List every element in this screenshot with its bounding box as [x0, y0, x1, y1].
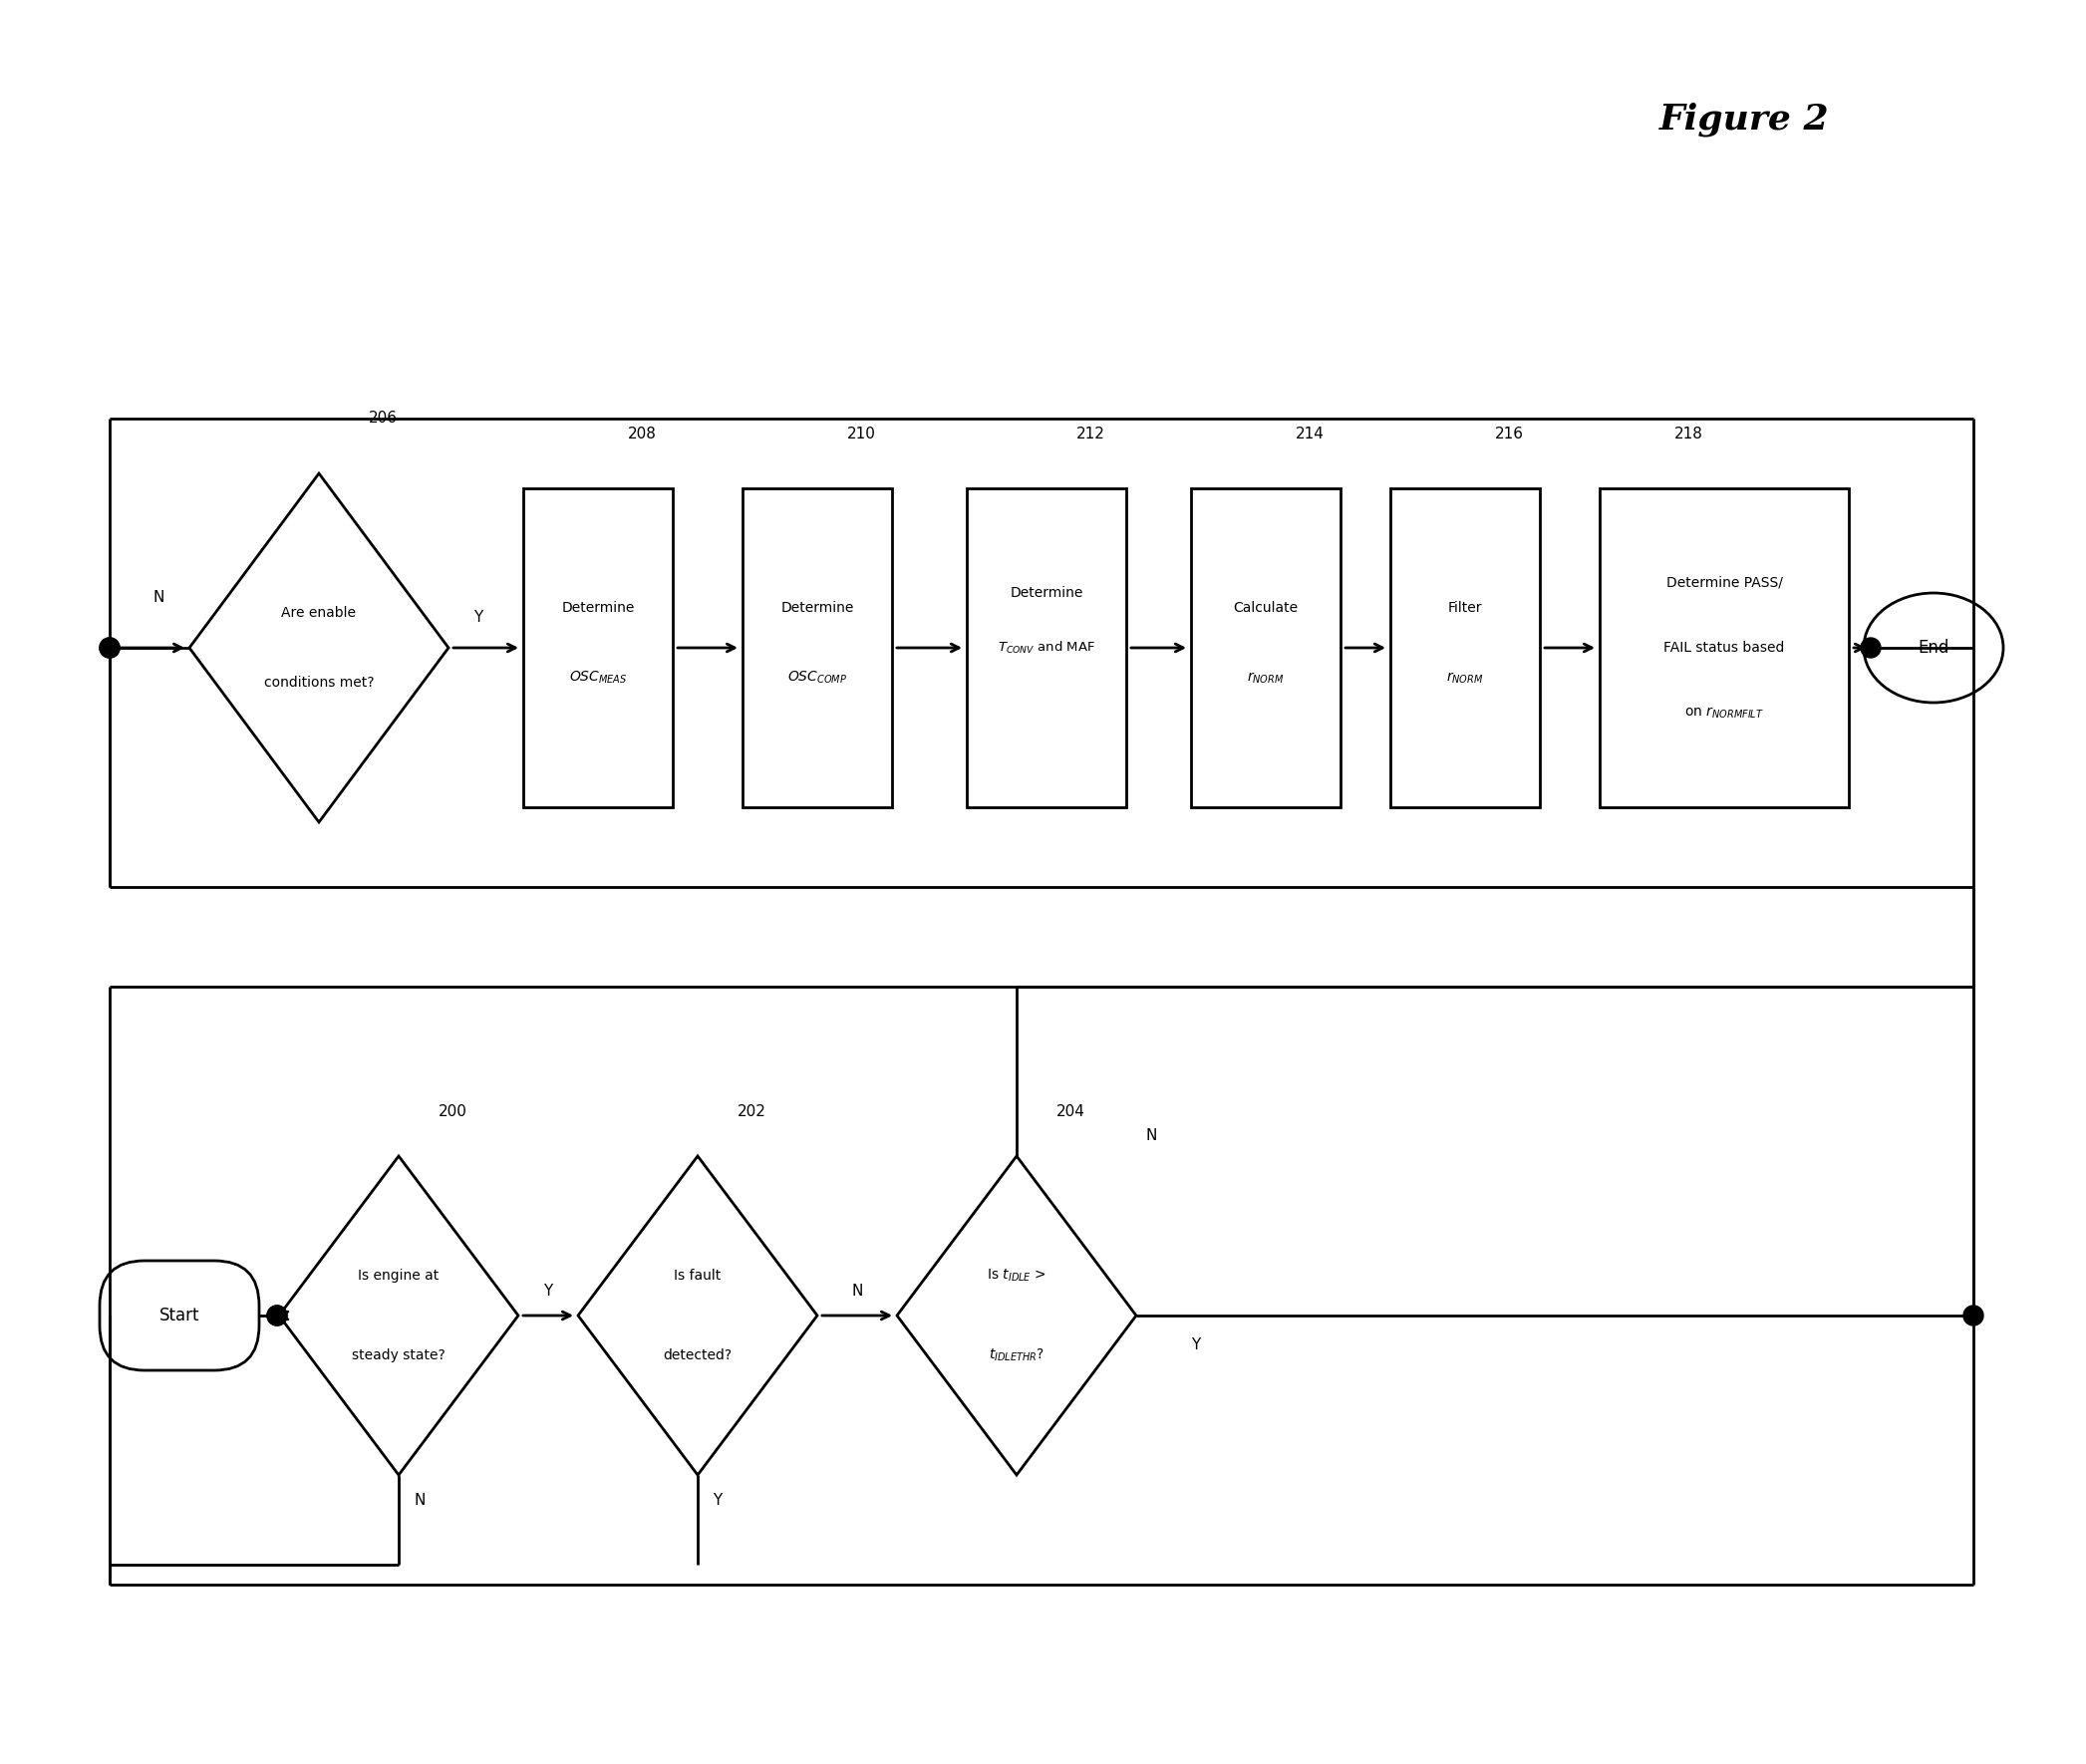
Text: Filter: Filter — [1448, 602, 1483, 616]
FancyBboxPatch shape — [966, 489, 1126, 808]
Text: Y: Y — [544, 1282, 553, 1298]
FancyBboxPatch shape — [100, 1261, 259, 1371]
Text: 200: 200 — [438, 1104, 467, 1118]
Circle shape — [267, 1305, 288, 1325]
Ellipse shape — [1863, 593, 2003, 702]
FancyBboxPatch shape — [1191, 489, 1341, 808]
Text: Determine: Determine — [1010, 586, 1083, 600]
FancyBboxPatch shape — [1600, 489, 1848, 808]
FancyBboxPatch shape — [1391, 489, 1539, 808]
Text: Y: Y — [474, 610, 482, 626]
Polygon shape — [280, 1155, 517, 1475]
Text: End: End — [1917, 639, 1948, 656]
Circle shape — [1861, 639, 1882, 658]
Text: Determine: Determine — [780, 602, 853, 616]
Circle shape — [1963, 1305, 1984, 1325]
Text: N: N — [1145, 1129, 1158, 1143]
Circle shape — [100, 639, 119, 658]
Text: Is $t_{IDLE}$ >: Is $t_{IDLE}$ > — [987, 1268, 1047, 1284]
Text: Figure 2: Figure 2 — [1658, 102, 1829, 138]
Text: on $r_{NORMFILT}$: on $r_{NORMFILT}$ — [1683, 706, 1765, 720]
Text: N: N — [851, 1282, 864, 1298]
Text: Is engine at: Is engine at — [359, 1268, 440, 1282]
Text: Determine PASS/: Determine PASS/ — [1667, 577, 1781, 589]
Text: Calculate: Calculate — [1233, 602, 1297, 616]
Text: Y: Y — [1191, 1337, 1202, 1353]
Text: $r_{NORM}$: $r_{NORM}$ — [1247, 670, 1285, 686]
Text: Are enable: Are enable — [282, 607, 357, 619]
Polygon shape — [578, 1155, 818, 1475]
Text: 206: 206 — [369, 411, 398, 427]
Text: conditions met?: conditions met? — [263, 676, 373, 690]
Text: 202: 202 — [738, 1104, 766, 1118]
Text: $T_{CONV}$ and MAF: $T_{CONV}$ and MAF — [997, 640, 1095, 656]
Text: $OSC_{MEAS}$: $OSC_{MEAS}$ — [569, 670, 628, 686]
Text: 210: 210 — [847, 427, 876, 441]
Text: 204: 204 — [1056, 1104, 1085, 1118]
Text: steady state?: steady state? — [353, 1348, 446, 1362]
Text: 216: 216 — [1496, 427, 1525, 441]
FancyBboxPatch shape — [524, 489, 674, 808]
Text: 218: 218 — [1675, 427, 1702, 441]
Text: 212: 212 — [1076, 427, 1106, 441]
Text: Start: Start — [159, 1307, 200, 1325]
Text: N: N — [152, 591, 165, 605]
Polygon shape — [897, 1155, 1137, 1475]
Text: Y: Y — [713, 1492, 722, 1508]
Polygon shape — [190, 473, 448, 822]
Text: $r_{NORM}$: $r_{NORM}$ — [1446, 670, 1483, 686]
Text: $OSC_{COMP}$: $OSC_{COMP}$ — [786, 670, 847, 686]
Text: 214: 214 — [1295, 427, 1325, 441]
Circle shape — [100, 639, 119, 658]
Text: Is fault: Is fault — [674, 1268, 722, 1282]
Circle shape — [267, 1305, 288, 1325]
Text: detected?: detected? — [663, 1348, 732, 1362]
Text: Determine: Determine — [561, 602, 634, 616]
Text: FAIL status based: FAIL status based — [1665, 640, 1786, 654]
Text: $t_{IDLETHR}$?: $t_{IDLETHR}$? — [989, 1348, 1045, 1364]
Text: 208: 208 — [628, 427, 657, 441]
Text: N: N — [413, 1492, 426, 1508]
FancyBboxPatch shape — [743, 489, 893, 808]
